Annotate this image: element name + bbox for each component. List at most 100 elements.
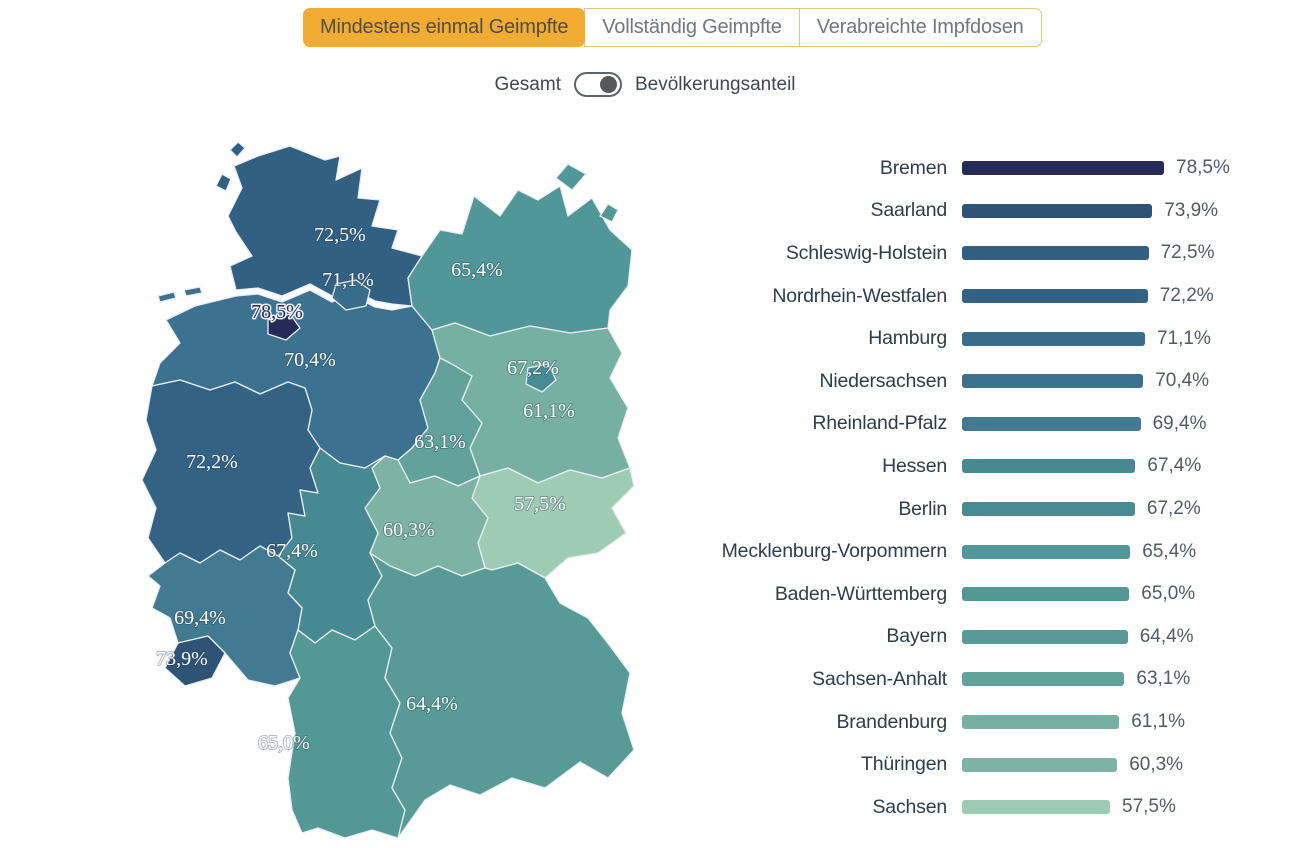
bar-value: 71,1% (1157, 327, 1211, 349)
toggle-right-label[interactable]: Bevölkerungsanteil (634, 73, 796, 95)
map-island (157, 291, 177, 303)
map-value-label: 65,0% (258, 732, 310, 754)
bar-value: 70,4% (1155, 370, 1210, 392)
bar (962, 289, 1148, 304)
bar-row: Berlin 67,2% (655, 488, 1255, 531)
map-value-label: 65,4% (451, 259, 503, 281)
bar-value: 63,1% (1136, 668, 1191, 690)
bar-value: 69,4% (1152, 412, 1207, 434)
map-island (599, 203, 619, 223)
map-value-label: 69,4% (174, 607, 226, 629)
map-island (229, 141, 246, 158)
bar-row: Niedersachsen 70,4% (655, 360, 1255, 403)
population-share-toggle[interactable] (573, 72, 622, 97)
map-value-label: 57,5% (514, 493, 566, 515)
bar-label: Thüringen (860, 753, 947, 776)
bar (962, 715, 1120, 730)
bar-label: Bremen (879, 156, 947, 179)
bar (962, 161, 1164, 176)
bar-label: Sachsen (872, 795, 948, 818)
bar-label: Saarland (870, 199, 948, 222)
bar (962, 672, 1125, 687)
map-island (183, 286, 203, 297)
bar-row: Rheinland-Pfalz 69,4% (655, 403, 1255, 446)
map-state-bremen[interactable] (267, 313, 301, 341)
germany-choropleth-map: 70,4% 72,5% 65,4% 61,1% 63,1% 57,5% 60,3% 72,2%… (140, 138, 640, 848)
bar (962, 629, 1128, 644)
metric-tab-group: Mindestens einmal Geimpfte Vollständig Ge… (303, 8, 1042, 47)
bar-row: Brandenburg 61,1% (655, 701, 1255, 744)
bar-value: 57,5% (1122, 796, 1176, 818)
map-state-mecklenburg-vorpommern[interactable] (407, 185, 633, 337)
map-value-label: 67,2% (507, 357, 559, 379)
tab-vollstaendig[interactable]: Vollständig Geimpfte (584, 8, 800, 47)
bar-value: 67,4% (1147, 455, 1202, 477)
bar-value: 61,1% (1131, 711, 1186, 733)
toggle-knob-icon (599, 76, 617, 93)
map-value-label: 72,5% (314, 224, 366, 246)
bar-row: Thüringen 60,3% (655, 743, 1255, 786)
bar-row: Hessen 67,4% (655, 445, 1255, 488)
bar-row: Schleswig-Holstein 72,5% (655, 232, 1255, 275)
bar-value: 65,4% (1142, 540, 1197, 562)
bar-label: Bayern (886, 625, 947, 648)
bar-row: Bremen 78,5% (655, 147, 1255, 190)
map-value-label: 73,9% (156, 648, 208, 670)
bar-row: Mecklenburg-Vorpommern 65,4% (655, 530, 1255, 573)
tab-mindestens-einmal[interactable]: Mindestens einmal Geimpfte (303, 8, 586, 47)
map-svg: 70,4% 72,5% 65,4% 61,1% 63,1% 57,5% 60,3% 72,2%… (141, 141, 635, 839)
bar-label: Hessen (882, 454, 947, 477)
map-value-label: 63,1% (414, 431, 466, 453)
bar-value: 60,3% (1129, 753, 1184, 775)
map-state-bayern[interactable] (367, 552, 635, 839)
map-value-label: 72,2% (186, 451, 238, 473)
map-state-berlin[interactable] (525, 363, 557, 393)
bar (962, 416, 1141, 431)
bar (962, 587, 1130, 602)
bar (962, 203, 1153, 218)
bar-label: Baden-Württemberg (774, 582, 947, 605)
map-state-hamburg[interactable] (331, 279, 371, 311)
map-value-label: 70,4% (284, 349, 336, 371)
map-value-label: 67,4% (266, 540, 318, 562)
bar-value: 78,5% (1176, 157, 1230, 179)
bar-value: 72,5% (1160, 242, 1215, 264)
bar (962, 374, 1144, 389)
tab-impfdosen[interactable]: Verabreichte Impfdosen (798, 8, 1042, 47)
bar-row: Bayern 64,4% (655, 616, 1255, 659)
bar-label: Hamburg (868, 327, 947, 350)
bar-label: Berlin (898, 497, 947, 520)
bar (962, 800, 1110, 815)
bar (962, 246, 1149, 261)
bar-label: Mecklenburg-Vorpommern (721, 540, 948, 563)
bar-row: Sachsen 57,5% (655, 786, 1255, 829)
map-value-label: 78,5% (251, 301, 303, 323)
bar (962, 459, 1136, 474)
bar-label: Rheinland-Pfalz (812, 412, 947, 435)
bar-value: 65,0% (1141, 583, 1196, 605)
bar-value: 72,2% (1159, 285, 1214, 307)
bar-row: Sachsen-Anhalt 63,1% (655, 658, 1255, 701)
bar (962, 331, 1145, 346)
bar-value: 73,9% (1164, 199, 1219, 221)
bar-label: Sachsen-Anhalt (812, 667, 947, 690)
bar (962, 502, 1135, 517)
map-value-label: 61,1% (523, 400, 575, 422)
bar-label: Brandenburg (836, 710, 947, 733)
map-state-saarland[interactable] (164, 635, 226, 687)
map-value-label: 71,1% (322, 269, 374, 291)
bar-row: Baden-Württemberg 65,0% (655, 573, 1255, 616)
bar-label: Niedersachsen (819, 369, 948, 392)
map-state-sachsen[interactable] (471, 467, 635, 579)
map-island (555, 163, 587, 191)
bar-label: Schleswig-Holstein (785, 241, 947, 264)
toggle-left-label[interactable]: Gesamt (494, 73, 561, 95)
bar (962, 544, 1131, 559)
map-island (215, 173, 232, 192)
state-bar-chart: Bremen 78,5% Saarland 73,9% Schleswig-Holste… (655, 147, 1255, 829)
map-state-schleswig-holstein[interactable] (227, 145, 423, 307)
bar-value: 64,4% (1139, 625, 1194, 647)
bar-row: Nordrhein-Westfalen 72,2% (655, 275, 1255, 318)
bar-row: Hamburg 71,1% (655, 317, 1255, 360)
